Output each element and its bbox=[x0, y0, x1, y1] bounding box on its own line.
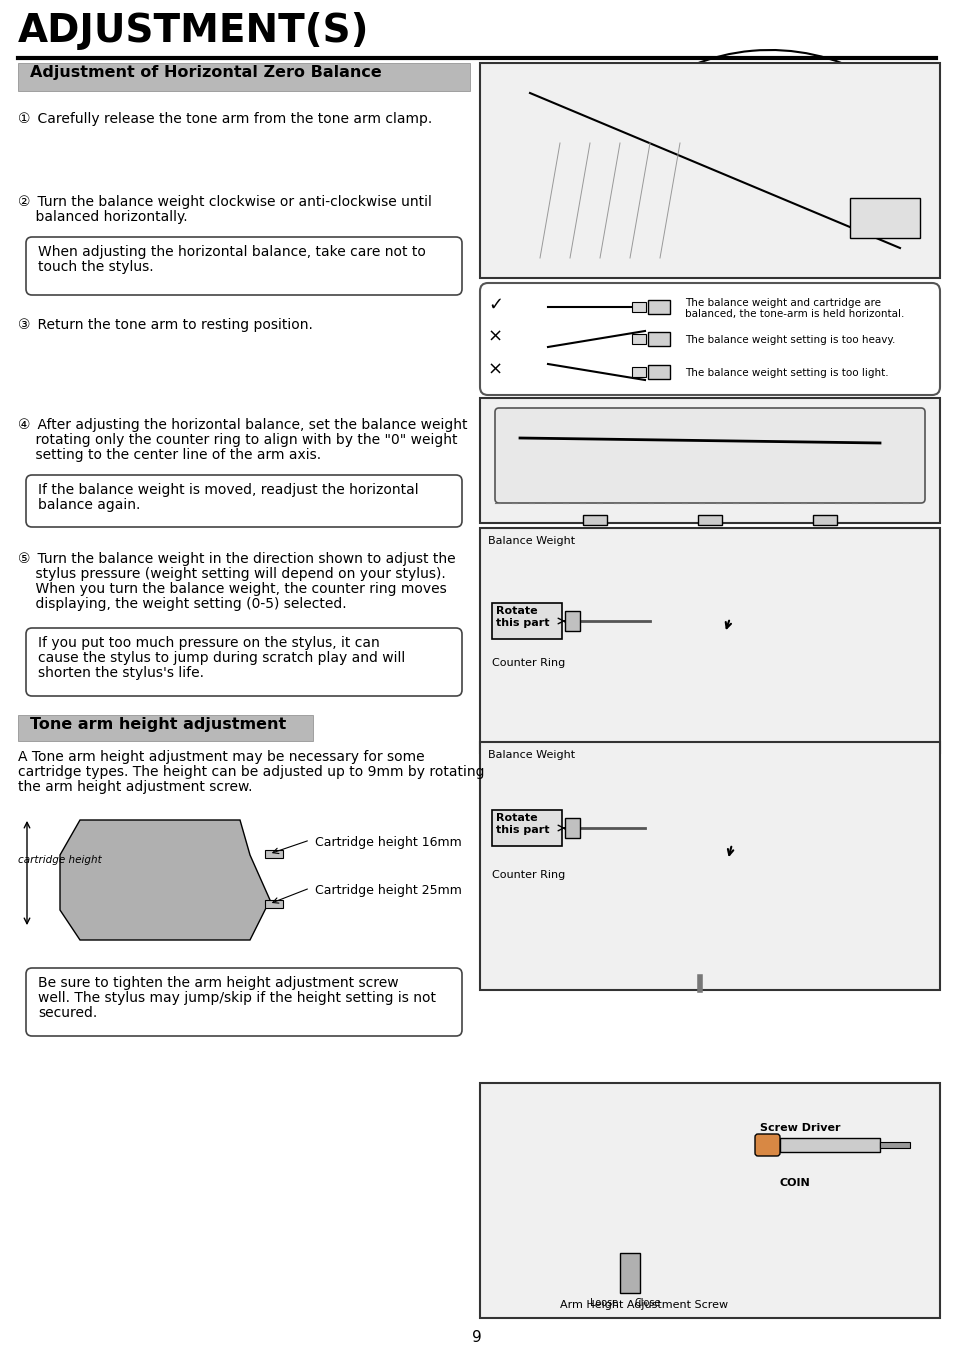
Text: this part: this part bbox=[496, 617, 549, 628]
Bar bbox=[265, 850, 283, 858]
Text: Balance Weight: Balance Weight bbox=[488, 536, 575, 546]
Ellipse shape bbox=[517, 295, 538, 316]
Bar bbox=[479, 1084, 939, 1319]
Ellipse shape bbox=[678, 865, 721, 909]
Bar bbox=[647, 332, 669, 346]
Bar bbox=[879, 1142, 909, 1148]
Text: Screw Driver: Screw Driver bbox=[760, 1123, 840, 1133]
Text: If the balance weight is moved, readjust the horizontal: If the balance weight is moved, readjust… bbox=[38, 484, 418, 497]
Text: When adjusting the horizontal balance, take care not to: When adjusting the horizontal balance, t… bbox=[38, 245, 425, 259]
Ellipse shape bbox=[619, 578, 780, 738]
Polygon shape bbox=[60, 820, 270, 940]
Ellipse shape bbox=[871, 435, 887, 451]
Text: displaying, the weight setting (0-5) selected.: displaying, the weight setting (0-5) sel… bbox=[18, 597, 346, 611]
Text: stylus pressure (weight setting will depend on your stylus).: stylus pressure (weight setting will dep… bbox=[18, 567, 445, 581]
Bar bbox=[564, 817, 579, 838]
Text: Arm Height Adjustment Screw: Arm Height Adjustment Screw bbox=[559, 1300, 727, 1310]
FancyBboxPatch shape bbox=[26, 628, 461, 696]
Text: Adjustment of Horizontal Zero Balance: Adjustment of Horizontal Zero Balance bbox=[30, 65, 381, 80]
Text: Cartridge height 16mm: Cartridge height 16mm bbox=[314, 836, 461, 848]
Bar bbox=[265, 900, 283, 908]
Text: If you put too much pressure on the stylus, it can: If you put too much pressure on the styl… bbox=[38, 636, 379, 650]
Text: The balance weight and cartridge are: The balance weight and cartridge are bbox=[684, 299, 880, 308]
FancyBboxPatch shape bbox=[754, 1133, 780, 1156]
Bar bbox=[647, 300, 669, 313]
Text: Counter Ring: Counter Ring bbox=[492, 658, 565, 667]
Bar bbox=[582, 515, 606, 526]
Text: this part: this part bbox=[496, 825, 549, 835]
Text: setting to the center line of the arm axis.: setting to the center line of the arm ax… bbox=[18, 449, 321, 462]
Text: Counter Ring: Counter Ring bbox=[492, 870, 565, 880]
Ellipse shape bbox=[609, 797, 789, 977]
Text: ③ Return the tone arm to resting position.: ③ Return the tone arm to resting positio… bbox=[18, 317, 313, 332]
Text: cartridge types. The height can be adjusted up to 9mm by rotating: cartridge types. The height can be adjus… bbox=[18, 765, 484, 780]
Text: ② Turn the balance weight clockwise or anti-clockwise until: ② Turn the balance weight clockwise or a… bbox=[18, 195, 432, 209]
Text: balanced, the tone-arm is held horizontal.: balanced, the tone-arm is held horizonta… bbox=[684, 309, 903, 319]
Bar bbox=[780, 1138, 879, 1152]
Text: Be sure to tighten the arm height adjustment screw: Be sure to tighten the arm height adjust… bbox=[38, 975, 398, 990]
Bar bbox=[698, 515, 721, 526]
Polygon shape bbox=[884, 584, 929, 628]
Text: Tone arm height adjustment: Tone arm height adjustment bbox=[30, 717, 286, 732]
Bar bbox=[18, 63, 470, 91]
FancyBboxPatch shape bbox=[26, 236, 461, 295]
Bar bbox=[647, 365, 669, 380]
Ellipse shape bbox=[804, 1188, 834, 1219]
Ellipse shape bbox=[644, 832, 754, 942]
Bar bbox=[492, 811, 561, 846]
Text: The balance weight setting is too heavy.: The balance weight setting is too heavy. bbox=[684, 335, 895, 345]
Bar bbox=[849, 199, 919, 238]
Bar bbox=[479, 63, 939, 278]
Text: rotating only the counter ring to align with by the "0" weight: rotating only the counter ring to align … bbox=[18, 434, 457, 447]
Text: Balance Weight: Balance Weight bbox=[488, 750, 575, 761]
Text: secured.: secured. bbox=[38, 1006, 97, 1020]
Bar bbox=[479, 399, 939, 523]
Text: ④ After adjusting the horizontal balance, set the balance weight: ④ After adjusting the horizontal balance… bbox=[18, 417, 467, 432]
Text: cause the stylus to jump during scratch play and will: cause the stylus to jump during scratch … bbox=[38, 651, 405, 665]
Text: COIN: COIN bbox=[780, 1178, 810, 1188]
Bar bbox=[479, 742, 939, 990]
Text: Cartridge height 25mm: Cartridge height 25mm bbox=[314, 884, 461, 897]
Bar bbox=[619, 1252, 639, 1293]
Text: ✓: ✓ bbox=[488, 296, 502, 313]
Bar bbox=[812, 515, 836, 526]
Text: cartridge height: cartridge height bbox=[18, 855, 102, 865]
Text: Close: Close bbox=[635, 1298, 660, 1308]
Text: balanced horizontally.: balanced horizontally. bbox=[18, 209, 188, 224]
Text: ×: × bbox=[488, 328, 502, 346]
FancyBboxPatch shape bbox=[26, 476, 461, 527]
Bar bbox=[18, 715, 313, 740]
Bar bbox=[479, 528, 939, 753]
Text: shorten the stylus's life.: shorten the stylus's life. bbox=[38, 666, 204, 680]
Bar bbox=[631, 334, 645, 345]
Text: Loose: Loose bbox=[589, 1298, 618, 1308]
Text: the arm height adjustment screw.: the arm height adjustment screw. bbox=[18, 780, 253, 794]
Text: Rotate: Rotate bbox=[496, 607, 537, 616]
Text: ×: × bbox=[488, 361, 502, 380]
Ellipse shape bbox=[679, 638, 720, 678]
Bar bbox=[492, 603, 561, 639]
Text: The balance weight setting is too light.: The balance weight setting is too light. bbox=[684, 367, 887, 378]
FancyBboxPatch shape bbox=[495, 408, 924, 503]
Polygon shape bbox=[524, 78, 599, 123]
Text: touch the stylus.: touch the stylus. bbox=[38, 259, 153, 274]
Text: ① Carefully release the tone arm from the tone arm clamp.: ① Carefully release the tone arm from th… bbox=[18, 112, 432, 126]
Text: A Tone arm height adjustment may be necessary for some: A Tone arm height adjustment may be nece… bbox=[18, 750, 424, 765]
Text: 9: 9 bbox=[472, 1329, 481, 1346]
Text: ADJUSTMENT(S): ADJUSTMENT(S) bbox=[18, 12, 369, 50]
Text: well. The stylus may jump/skip if the height setting is not: well. The stylus may jump/skip if the he… bbox=[38, 992, 436, 1005]
Bar bbox=[564, 611, 579, 631]
Text: ⑤ Turn the balance weight in the direction shown to adjust the: ⑤ Turn the balance weight in the directi… bbox=[18, 553, 456, 566]
Ellipse shape bbox=[599, 1193, 659, 1252]
Ellipse shape bbox=[649, 608, 749, 708]
Text: balance again.: balance again. bbox=[38, 499, 140, 512]
Text: Rotate: Rotate bbox=[496, 813, 537, 823]
FancyBboxPatch shape bbox=[479, 282, 939, 394]
Ellipse shape bbox=[539, 1143, 720, 1302]
Text: When you turn the balance weight, the counter ring moves: When you turn the balance weight, the co… bbox=[18, 582, 446, 596]
Bar bbox=[631, 367, 645, 377]
Bar bbox=[631, 303, 645, 312]
FancyBboxPatch shape bbox=[26, 969, 461, 1036]
